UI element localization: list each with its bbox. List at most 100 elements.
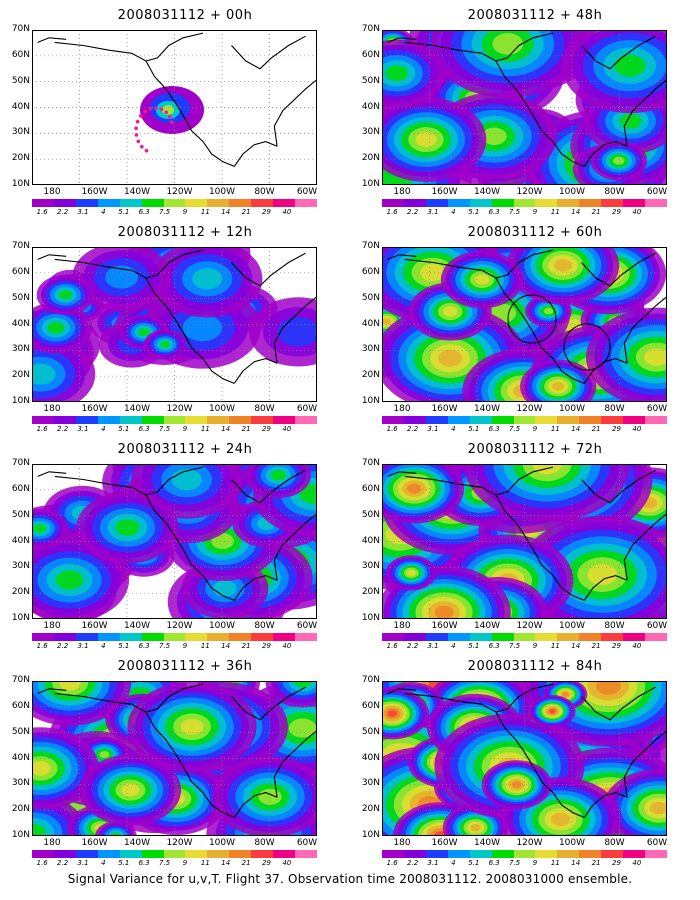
colorbar xyxy=(32,199,317,207)
lat-label: 10N xyxy=(11,396,30,406)
panel-title: 2008031112 + 12h xyxy=(117,225,253,240)
colorbar-label: 4 xyxy=(101,208,106,216)
lat-label: 70N xyxy=(11,675,30,685)
lon-label: 60W xyxy=(296,404,318,414)
colorbar-swatch xyxy=(141,633,164,641)
lat-label: 10N xyxy=(11,179,30,189)
lat-label: 10N xyxy=(361,396,380,406)
colorbar-swatch xyxy=(425,850,448,858)
lat-label: 30N xyxy=(11,127,30,138)
colorbar-swatch xyxy=(207,850,230,858)
figure-caption: Signal Variance for u,v,T. Flight 37. Ob… xyxy=(67,872,633,886)
lat-label: 50N xyxy=(11,509,30,520)
colorbar-label: 3.1 xyxy=(427,208,439,216)
colorbar-label: 29 xyxy=(262,425,271,433)
colorbar-label: 1.6 xyxy=(36,642,48,650)
colorbar-swatch xyxy=(295,416,317,424)
lat-label: 40N xyxy=(361,318,380,329)
colorbar-swatch xyxy=(447,416,470,424)
colorbar-label: 14 xyxy=(221,642,231,650)
lon-label: 180 xyxy=(43,621,61,631)
colorbar-label: 21 xyxy=(241,208,251,216)
colorbar-label: 40 xyxy=(632,208,642,216)
variance-map xyxy=(32,247,317,402)
colorbar-swatch xyxy=(579,199,602,207)
colorbar-label: 29 xyxy=(262,208,271,216)
variance-map xyxy=(382,247,667,402)
lon-label: 140W xyxy=(123,621,151,631)
colorbar-swatch xyxy=(163,633,186,641)
colorbar-label: 3.1 xyxy=(427,859,439,867)
lat-label: 10N xyxy=(11,613,30,623)
colorbar-labels: 1.6 2.2 3.1 4 5.1 6.3 7.5 9 11 14 21 29 40 xyxy=(32,859,297,867)
lon-label: 140W xyxy=(473,187,501,197)
colorbar-label: 2.2 xyxy=(407,425,419,433)
lat-label: 20N xyxy=(11,153,30,164)
lat-label: 70N xyxy=(361,458,380,468)
lat-label: 60N xyxy=(11,266,30,277)
lat-label: 50N xyxy=(361,292,380,303)
variance-map xyxy=(32,30,317,185)
lon-label: 60W xyxy=(296,621,318,631)
lat-label: 50N xyxy=(361,726,380,737)
colorbar-swatch xyxy=(579,633,602,641)
colorbar-swatch xyxy=(623,850,646,858)
panel-title: 2008031112 + 72h xyxy=(467,442,603,457)
colorbar-swatch xyxy=(403,199,426,207)
colorbar-swatch xyxy=(141,850,164,858)
lat-label: 60N xyxy=(11,49,30,60)
colorbar-swatch xyxy=(53,850,76,858)
colorbar-swatch xyxy=(382,633,404,641)
colorbar-swatch xyxy=(141,199,164,207)
colorbar-label: 2.2 xyxy=(407,642,419,650)
colorbar-label: 14 xyxy=(571,642,581,650)
colorbar-swatch xyxy=(469,633,492,641)
lat-label: 20N xyxy=(11,370,30,381)
colorbar-swatch xyxy=(163,199,186,207)
lat-label: 70N xyxy=(361,241,380,251)
lon-label: 120W xyxy=(516,187,543,197)
colorbar-label: 29 xyxy=(262,859,271,867)
colorbar-label: 11 xyxy=(200,859,210,867)
colorbar xyxy=(32,850,317,858)
lon-label: 180 xyxy=(393,838,411,848)
colorbar-label: 11 xyxy=(550,208,560,216)
lat-label: 20N xyxy=(361,370,380,381)
colorbar-swatch xyxy=(601,633,624,641)
lon-label: 100W xyxy=(208,838,236,848)
colorbar-swatch xyxy=(273,850,296,858)
lon-label: 180 xyxy=(43,838,61,848)
colorbar-label: 1.6 xyxy=(386,208,398,216)
colorbar-label: 11 xyxy=(550,642,560,650)
colorbar-label: 5.1 xyxy=(118,208,130,216)
lon-label: 160W xyxy=(431,621,458,631)
lon-label: 180 xyxy=(43,187,61,197)
lat-label: 30N xyxy=(11,778,30,789)
lon-label: 80W xyxy=(604,838,625,848)
colorbar-swatch xyxy=(557,633,580,641)
colorbar-label: 29 xyxy=(612,859,621,867)
colorbar-label: 6.3 xyxy=(138,208,150,216)
colorbar-swatch xyxy=(163,850,186,858)
colorbar-label: 4 xyxy=(101,859,106,867)
colorbar-swatch xyxy=(557,199,580,207)
colorbar-label: 7.5 xyxy=(508,859,521,867)
panel-title: 2008031112 + 48h xyxy=(467,8,603,23)
colorbar-swatch xyxy=(601,850,624,858)
lat-label: 30N xyxy=(361,778,380,789)
colorbar-label: 2.2 xyxy=(407,859,419,867)
colorbar-swatch xyxy=(469,416,492,424)
lon-label: 80W xyxy=(254,404,275,414)
colorbar-label: 3.1 xyxy=(427,425,439,433)
colorbar-labels: 1.6 2.2 3.1 4 5.1 6.3 7.5 9 11 14 21 29 40 xyxy=(382,425,647,433)
colorbar-swatch xyxy=(403,633,426,641)
lon-label: 140W xyxy=(123,838,151,848)
colorbar-label: 6.3 xyxy=(488,859,500,867)
colorbar-label: 11 xyxy=(200,425,210,433)
colorbar-label: 21 xyxy=(241,642,251,650)
colorbar-swatch xyxy=(469,199,492,207)
colorbar-swatch xyxy=(273,199,296,207)
colorbar-label: 5.1 xyxy=(468,642,480,650)
lat-label: 50N xyxy=(361,509,380,520)
colorbar-swatch xyxy=(382,850,404,858)
